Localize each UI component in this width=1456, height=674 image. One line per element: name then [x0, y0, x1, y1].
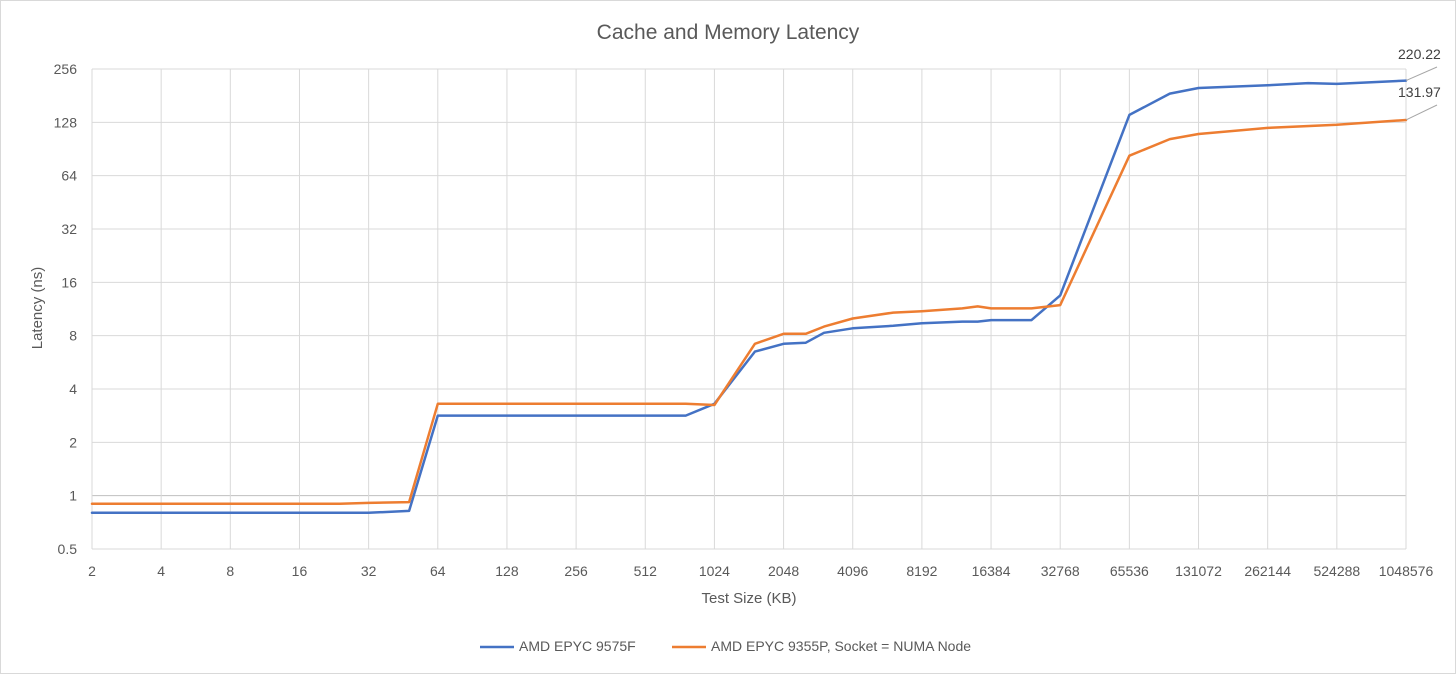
- x-tick-label: 128: [495, 563, 519, 579]
- series-lines: [90, 79, 1408, 515]
- x-axis-ticks: 2 4 8 16 32 64 128 256 512 1024 2048 4096 8192 16384 3…: [88, 563, 1433, 579]
- y-tick-label: 0.5: [58, 541, 78, 557]
- y-tick-label: 32: [61, 221, 77, 237]
- x-tick-label: 2048: [768, 563, 799, 579]
- data-label-1: 220.22: [1398, 46, 1441, 62]
- y-tick-label: 2: [69, 434, 77, 450]
- x-tick-label: 8: [226, 563, 234, 579]
- series-line-2: [90, 118, 1408, 506]
- y-tick-label: 4: [69, 381, 77, 397]
- y-tick-label: 1: [69, 488, 77, 504]
- legend-label-2: AMD EPYC 9355P, Socket = NUMA Node: [711, 638, 971, 654]
- y-tick-label: 64: [61, 168, 77, 184]
- chart-title: Cache and Memory Latency: [597, 21, 860, 44]
- y-tick-label: 256: [54, 61, 78, 77]
- x-tick-label: 1048576: [1379, 563, 1434, 579]
- x-tick-label: 256: [564, 563, 588, 579]
- gridlines: [91, 68, 1407, 550]
- x-tick-label: 512: [634, 563, 658, 579]
- data-label-leader: [1405, 104, 1438, 121]
- x-tick-label: 524288: [1313, 563, 1360, 579]
- y-axis-label: Latency (ns): [29, 267, 46, 350]
- data-labels: 220.22 131.97: [1398, 46, 1441, 121]
- x-tick-label: 8192: [906, 563, 937, 579]
- legend: AMD EPYC 9575F AMD EPYC 9355P, Socket = …: [480, 638, 971, 654]
- x-tick-label: 2: [88, 563, 96, 579]
- x-axis-label: Test Size (KB): [701, 590, 796, 607]
- x-tick-label: 64: [430, 563, 446, 579]
- data-label-2: 131.97: [1398, 84, 1441, 100]
- x-tick-label: 16: [292, 563, 308, 579]
- x-tick-label: 65536: [1110, 563, 1149, 579]
- data-label-leader: [1405, 66, 1438, 82]
- x-tick-label: 262144: [1244, 563, 1291, 579]
- legend-label-1: AMD EPYC 9575F: [519, 638, 636, 654]
- y-tick-label: 128: [54, 114, 78, 130]
- x-tick-label: 4096: [837, 563, 868, 579]
- y-axis-ticks: 0.5 1 2 4 8 16 32 64 128 256: [54, 61, 78, 557]
- x-tick-label: 16384: [972, 563, 1011, 579]
- y-tick-label: 8: [69, 328, 77, 344]
- y-tick-label: 16: [61, 274, 77, 290]
- series-line-1: [90, 79, 1408, 515]
- x-tick-label: 1024: [699, 563, 730, 579]
- x-tick-label: 32: [361, 563, 377, 579]
- x-tick-label: 131072: [1175, 563, 1222, 579]
- x-tick-label: 32768: [1041, 563, 1080, 579]
- x-tick-label: 4: [157, 563, 165, 579]
